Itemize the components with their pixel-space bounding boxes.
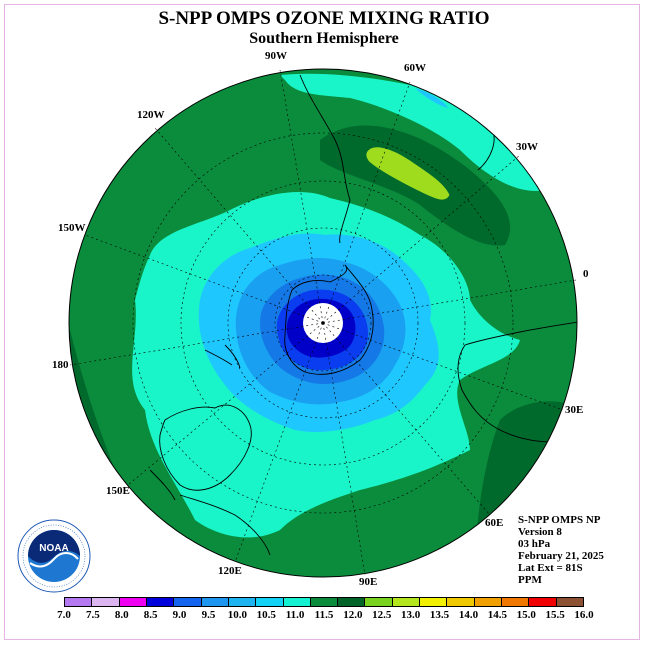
lon-label-150e: 150E bbox=[106, 485, 130, 497]
colorbar-swatch bbox=[556, 598, 583, 606]
colorbar-swatch bbox=[65, 598, 93, 606]
colorbar-tick-label: 10.5 bbox=[256, 609, 276, 621]
lon-label-180: 180 bbox=[52, 359, 69, 371]
colorbar bbox=[64, 597, 584, 607]
coast-antarctica bbox=[284, 264, 374, 375]
field-blue-streak bbox=[415, 88, 448, 108]
lat-circle-4 bbox=[132, 132, 514, 514]
latitude-circles bbox=[132, 132, 514, 514]
colorbar-swatch bbox=[92, 598, 120, 606]
colorbar-swatch bbox=[174, 598, 202, 606]
colorbar-tick-label: 9.0 bbox=[172, 609, 187, 621]
colorbar-tick-label: 8.5 bbox=[143, 609, 158, 621]
colorbar-swatch bbox=[256, 598, 284, 606]
colorbar-tick-label: 14.5 bbox=[487, 609, 507, 621]
logo-top-half bbox=[28, 530, 80, 563]
lat-circle-3 bbox=[180, 180, 466, 466]
colorbar-tick-label: 12.0 bbox=[343, 609, 363, 621]
colorbar-tick-label: 11.5 bbox=[314, 609, 334, 621]
colorbar-swatch bbox=[201, 598, 229, 606]
ozone-field bbox=[69, 69, 577, 577]
logo-text: NOAA bbox=[39, 543, 68, 554]
meridian-150e bbox=[127, 322, 324, 486]
colorbar-swatch bbox=[310, 598, 339, 606]
colorbar-tick-label: 12.5 bbox=[372, 609, 392, 621]
lat-circle-1 bbox=[274, 274, 372, 372]
colorbar-swatch bbox=[420, 598, 448, 606]
colorbar-swatch bbox=[228, 598, 257, 606]
colorbar-swatch bbox=[529, 598, 557, 606]
info-date: February 21, 2025 bbox=[518, 550, 604, 562]
field-cyan-north bbox=[280, 73, 545, 191]
lon-label-30e: 30E bbox=[565, 404, 584, 416]
colorbar-tick-label: 16.0 bbox=[574, 609, 594, 621]
info-instrument: S-NPP OMPS NP bbox=[518, 514, 601, 526]
coast-indonesia bbox=[149, 469, 271, 556]
colorbar-swatch bbox=[474, 598, 502, 606]
colorbar-tick-label: 11.0 bbox=[285, 609, 305, 621]
info-version: Version 8 bbox=[518, 526, 562, 538]
colorbar-tick-label: 8.0 bbox=[114, 609, 129, 621]
colorbar-swatch bbox=[392, 598, 421, 606]
info-pressure: 03 hPa bbox=[518, 538, 551, 550]
lon-label-120w: 120W bbox=[137, 109, 165, 121]
lon-label-30w: 30W bbox=[516, 141, 538, 153]
colorbar-swatch bbox=[146, 598, 175, 606]
meridians bbox=[69, 69, 577, 576]
colorbar-tick-label: 14.0 bbox=[458, 609, 479, 621]
lon-label-0: 0 bbox=[583, 268, 589, 280]
page-subtitle: Southern Hemisphere bbox=[249, 30, 399, 47]
pole-dot bbox=[321, 321, 325, 325]
noaa-logo: NOAA bbox=[17, 519, 91, 593]
page-frame bbox=[4, 4, 640, 640]
colorbar-tick-label: 7.5 bbox=[86, 609, 100, 621]
lat-circle-2 bbox=[227, 227, 419, 419]
lon-label-90e: 90E bbox=[359, 576, 378, 588]
colorbar-tick-label: 9.5 bbox=[201, 609, 216, 621]
colorbar-tick-label: 10.0 bbox=[227, 609, 247, 621]
coast-new-zealand bbox=[204, 344, 241, 369]
colorbar-swatch bbox=[447, 598, 475, 606]
info-units: PPM bbox=[518, 574, 542, 586]
coast-africa bbox=[457, 321, 577, 443]
lon-label-150w: 150W bbox=[58, 222, 86, 234]
logo-ring-text-dots bbox=[22, 524, 86, 588]
colorbar-swatch bbox=[365, 598, 393, 606]
colorbar-tick-label: 13.0 bbox=[401, 609, 421, 621]
colorbar-tick-label: 15.5 bbox=[545, 609, 565, 621]
page-title: S-NPP OMPS OZONE MIXING RATIO bbox=[158, 8, 490, 29]
colorbar-tick-label: 15.0 bbox=[516, 609, 536, 621]
meridian-150w bbox=[84, 234, 324, 324]
lon-label-60w: 60W bbox=[404, 62, 426, 74]
coastlines bbox=[149, 74, 577, 556]
colorbar-tick-label: 13.5 bbox=[429, 609, 450, 621]
field-lime-patch bbox=[365, 146, 451, 201]
map-border bbox=[68, 68, 578, 578]
info-block: S-NPP OMPS NP Version 8 03 hPa February … bbox=[518, 514, 604, 586]
colorbar-swatch bbox=[502, 598, 530, 606]
colorbar-tick-label: 7.0 bbox=[57, 609, 71, 621]
lon-label-90w: 90W bbox=[265, 50, 287, 62]
colorbar-swatch bbox=[338, 598, 366, 606]
lon-label-120e: 120E bbox=[218, 565, 242, 577]
info-lat-ext: Lat Ext = 81S bbox=[518, 562, 583, 574]
meridian-30w bbox=[322, 154, 521, 324]
logo-wave bbox=[29, 552, 79, 568]
colorbar-swatch bbox=[119, 598, 147, 606]
colorbar-swatch bbox=[283, 598, 311, 606]
coast-australia bbox=[159, 404, 252, 491]
lon-label-60e: 60E bbox=[485, 517, 504, 529]
